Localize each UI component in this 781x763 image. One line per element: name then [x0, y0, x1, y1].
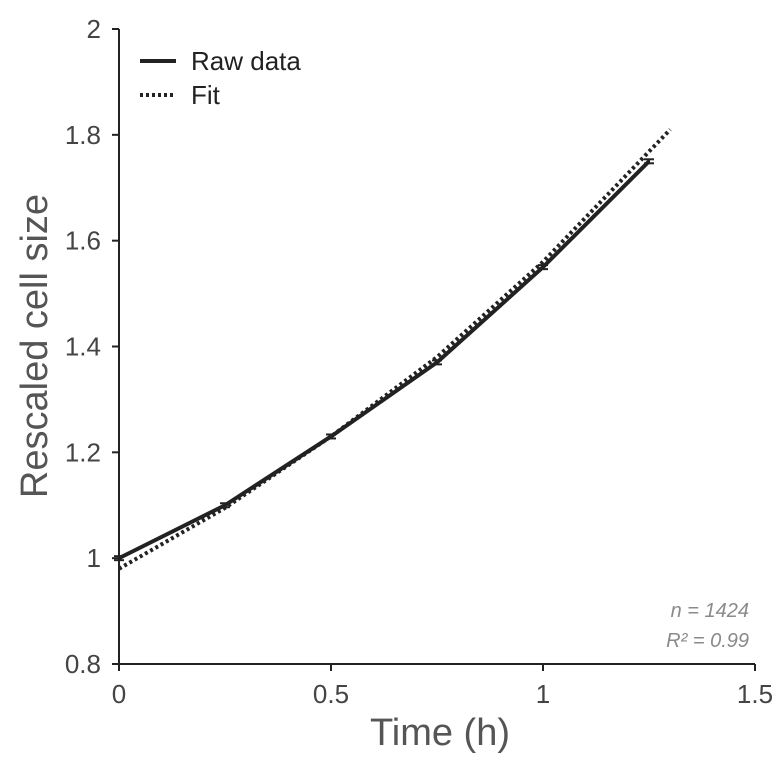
y-tick-label: 2 — [87, 14, 101, 44]
y-tick-label: 1.6 — [65, 226, 101, 256]
x-tick-label: 1.5 — [737, 679, 773, 709]
legend-raw-label: Raw data — [191, 46, 301, 76]
x-tick-label: 0 — [112, 679, 126, 709]
fit-line — [118, 128, 672, 571]
axes — [118, 29, 755, 665]
x-axis-title: Time (h) — [370, 712, 510, 754]
series-layer — [114, 128, 672, 571]
y-tick-label: 1 — [87, 543, 101, 573]
y-tick-label: 1.4 — [65, 332, 101, 362]
legend: Raw data Fit — [140, 46, 301, 110]
n-annotation: n = 1424 — [671, 600, 749, 622]
r2-annotation: R² = 0.99 — [666, 630, 749, 652]
y-tick-label: 0.8 — [65, 649, 101, 679]
raw-data-line — [118, 159, 651, 560]
y-tick-label: 1.8 — [65, 120, 101, 150]
legend-fit-label: Fit — [191, 80, 221, 110]
ticks: 0 0.5 1 1.5 0.8 1 1.2 1.4 1.6 1.8 2 — [65, 14, 773, 709]
x-tick-label: 1 — [536, 679, 550, 709]
y-axis-title: Rescaled cell size — [14, 194, 56, 498]
y-tick-label: 1.2 — [65, 437, 101, 467]
x-tick-label: 0.5 — [313, 679, 349, 709]
